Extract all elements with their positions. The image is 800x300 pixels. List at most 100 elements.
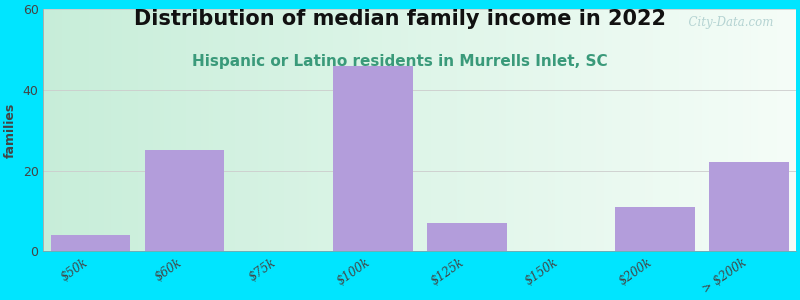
Bar [792, 9, 796, 251]
Bar [566, 9, 570, 251]
Bar [668, 9, 672, 251]
Bar [724, 9, 728, 251]
Bar [145, 150, 225, 251]
Bar [495, 9, 498, 251]
Bar [551, 9, 555, 251]
Bar [66, 9, 70, 251]
Bar [702, 9, 706, 251]
Bar [378, 9, 382, 251]
Bar [156, 9, 160, 251]
Bar [593, 9, 597, 251]
Bar [390, 9, 394, 251]
Bar [510, 9, 514, 251]
Text: Hispanic or Latino residents in Murrells Inlet, SC: Hispanic or Latino residents in Murrells… [192, 54, 608, 69]
Bar [405, 9, 408, 251]
Bar [675, 9, 679, 251]
Text: Distribution of median family income in 2022: Distribution of median family income in … [134, 9, 666, 29]
Bar [518, 9, 522, 251]
Bar [330, 9, 333, 251]
Bar [570, 9, 574, 251]
Bar [303, 9, 306, 251]
Bar [175, 9, 179, 251]
Bar [213, 9, 217, 251]
Bar [209, 9, 213, 251]
Bar [713, 9, 717, 251]
Bar [310, 9, 314, 251]
Bar [104, 9, 107, 251]
Bar [589, 9, 593, 251]
Bar [115, 9, 118, 251]
Bar [781, 9, 785, 251]
Bar [698, 9, 702, 251]
Bar [454, 9, 458, 251]
Bar [326, 9, 330, 251]
Bar [736, 9, 739, 251]
Bar [434, 9, 438, 251]
Bar [100, 9, 104, 251]
Bar [423, 9, 427, 251]
Bar [333, 66, 413, 251]
Bar [690, 9, 694, 251]
Bar [743, 9, 747, 251]
Bar [683, 9, 686, 251]
Bar [186, 9, 190, 251]
Bar [182, 9, 186, 251]
Bar [81, 9, 85, 251]
Bar [529, 9, 533, 251]
Bar [386, 9, 390, 251]
Bar [54, 9, 58, 251]
Bar [168, 9, 171, 251]
Bar [728, 9, 732, 251]
Bar [646, 9, 649, 251]
Bar [118, 9, 122, 251]
Bar [345, 9, 348, 251]
Bar [130, 9, 134, 251]
Bar [224, 9, 228, 251]
Bar [314, 9, 318, 251]
Y-axis label: families: families [4, 103, 17, 158]
Bar [374, 9, 378, 251]
Bar [638, 9, 642, 251]
Bar [322, 9, 326, 251]
Bar [544, 9, 547, 251]
Bar [472, 9, 476, 251]
Bar [149, 9, 153, 251]
Bar [51, 9, 54, 251]
Bar [770, 9, 774, 251]
Bar [562, 9, 566, 251]
Bar [220, 9, 224, 251]
Bar [739, 9, 743, 251]
Bar [442, 9, 446, 251]
Bar [58, 9, 62, 251]
Bar [578, 9, 582, 251]
Bar [574, 9, 578, 251]
Bar [401, 9, 405, 251]
Bar [597, 9, 600, 251]
Bar [642, 9, 646, 251]
Bar [333, 9, 337, 251]
Bar [694, 9, 698, 251]
Bar [370, 9, 374, 251]
Bar [266, 9, 269, 251]
Bar [394, 9, 397, 251]
Bar [337, 9, 341, 251]
Bar [785, 9, 788, 251]
Bar [107, 9, 111, 251]
Bar [92, 9, 96, 251]
Bar [487, 9, 491, 251]
Bar [273, 9, 277, 251]
Bar [408, 9, 412, 251]
Bar [559, 9, 562, 251]
Bar [522, 9, 525, 251]
Bar [461, 9, 465, 251]
Bar [295, 9, 299, 251]
Bar [299, 9, 303, 251]
Bar [202, 9, 206, 251]
Bar [85, 9, 89, 251]
Bar [160, 9, 164, 251]
Bar [62, 9, 66, 251]
Bar [476, 9, 480, 251]
Bar [788, 9, 792, 251]
Bar [506, 9, 510, 251]
Bar [126, 9, 130, 251]
